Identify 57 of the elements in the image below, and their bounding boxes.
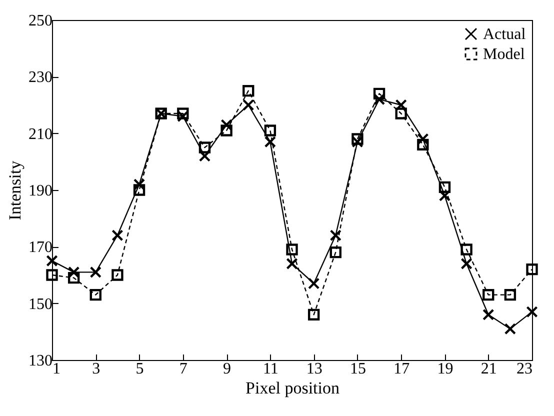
point (242, 84, 254, 97)
point (308, 278, 320, 290)
point (373, 88, 386, 100)
y-tick-label: 130 (28, 352, 52, 370)
point (526, 263, 538, 276)
point (112, 269, 124, 281)
x-tick-label: 17 (394, 360, 410, 378)
legend-label: Model (483, 46, 526, 63)
x-tick-label: 11 (262, 360, 278, 378)
x-tick-label: 7 (179, 360, 188, 378)
point (220, 124, 232, 136)
x-tick-label: 19 (437, 360, 454, 378)
y-tick-label: 170 (28, 239, 52, 256)
x-axis-title: Pixel position (246, 378, 340, 398)
legend-label: Actual (483, 26, 526, 43)
y-tick-label: 250 (28, 12, 52, 30)
y-axis-title: Intensity (6, 160, 24, 220)
point (68, 272, 80, 284)
point (177, 108, 189, 120)
point (526, 306, 538, 318)
x-tick-label: 15 (350, 360, 366, 378)
point (264, 136, 276, 148)
point (90, 288, 102, 301)
point (460, 244, 472, 256)
point (330, 246, 342, 258)
x-tick-label: 13 (306, 360, 322, 378)
point (242, 99, 254, 111)
point (504, 322, 516, 335)
x-tick-label: 5 (136, 360, 144, 378)
point (46, 254, 58, 267)
x-tick-label: 9 (223, 360, 232, 378)
point (504, 288, 516, 301)
point (482, 308, 494, 321)
y-tick-label: 150 (28, 296, 52, 313)
point (308, 308, 320, 321)
x-tick-label: 3 (92, 360, 100, 378)
y-tick-label: 230 (28, 69, 52, 86)
point (112, 229, 124, 242)
point (482, 288, 494, 301)
y-tick-label: 190 (28, 182, 52, 200)
point (90, 266, 102, 278)
point (286, 244, 298, 256)
point (395, 108, 407, 120)
point (286, 258, 298, 270)
point (46, 269, 58, 281)
point (438, 181, 451, 194)
x-tick-label: 21 (480, 360, 497, 378)
point (417, 138, 429, 151)
point (352, 133, 364, 145)
point (198, 142, 211, 154)
point (264, 124, 276, 136)
y-tick-label: 210 (28, 126, 52, 143)
point (133, 184, 146, 196)
x-tick-label: 23 (516, 360, 532, 378)
point (460, 258, 472, 270)
point (330, 229, 342, 242)
x-tick-label: 1 (52, 360, 60, 378)
